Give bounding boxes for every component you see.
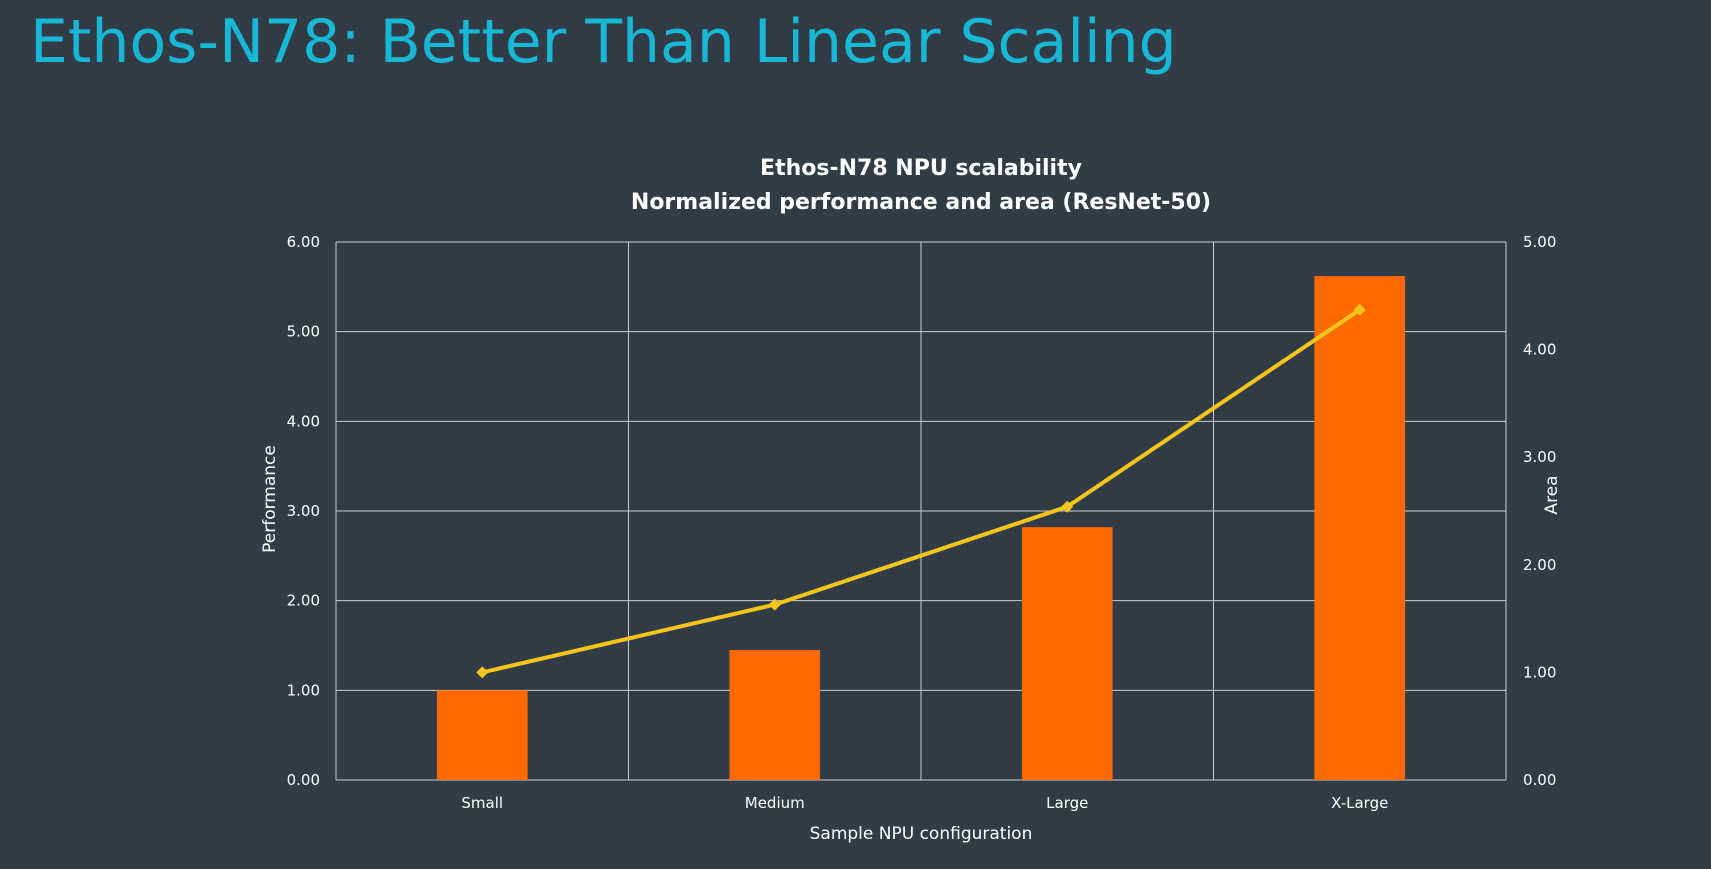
grid xyxy=(335,241,1507,781)
y2-tick-label: 3.00 xyxy=(1523,448,1556,466)
x-tick-label: Medium xyxy=(745,794,805,812)
y-tick-label: 6.00 xyxy=(287,233,320,251)
bar-series xyxy=(436,276,1406,780)
y-tick-label: 0.00 xyxy=(287,771,320,789)
bar xyxy=(1021,527,1113,780)
y-tick-label: 3.00 xyxy=(287,502,320,520)
x-axis-label: Sample NPU configuration xyxy=(810,824,1033,844)
line-path xyxy=(480,307,1362,675)
line-series xyxy=(476,303,1366,679)
y2-tick-label: 4.00 xyxy=(1523,341,1556,359)
bar xyxy=(436,690,528,780)
y-tick-label: 5.00 xyxy=(287,323,320,341)
right-axis-ticks: 0.00 1.00 2.00 3.00 4.00 5.00 xyxy=(1523,233,1556,789)
line-point xyxy=(1061,500,1074,513)
x-tick-label: Small xyxy=(461,794,503,812)
y-tick-label: 2.00 xyxy=(287,592,320,610)
y2-tick-label: 5.00 xyxy=(1523,233,1556,251)
slide-title: Ethos-N78: Better Than Linear Scaling xyxy=(30,7,1177,77)
chart-title: Ethos-N78 NPU scalability xyxy=(760,156,1082,181)
bar xyxy=(729,649,821,780)
y2-axis-label: Area xyxy=(1542,475,1562,514)
line-point xyxy=(768,598,781,611)
y2-tick-label: 1.00 xyxy=(1523,663,1556,681)
line-point xyxy=(1353,303,1366,316)
line-point xyxy=(476,666,489,679)
y-axis-label: Performance xyxy=(260,445,280,553)
y-tick-label: 4.00 xyxy=(287,412,320,430)
y-tick-label: 1.00 xyxy=(287,681,320,699)
chart-subtitle: Normalized performance and area (ResNet-… xyxy=(631,190,1211,215)
y2-tick-label: 0.00 xyxy=(1523,771,1556,789)
bar xyxy=(1314,276,1406,780)
left-axis-ticks: 0.00 1.00 2.00 3.00 4.00 5.00 6.00 xyxy=(287,233,320,789)
y2-tick-label: 2.00 xyxy=(1523,556,1556,574)
category-axis-ticks: Small Medium Large X-Large xyxy=(461,794,1388,812)
x-tick-label: X-Large xyxy=(1331,794,1388,812)
x-tick-label: Large xyxy=(1046,794,1088,812)
